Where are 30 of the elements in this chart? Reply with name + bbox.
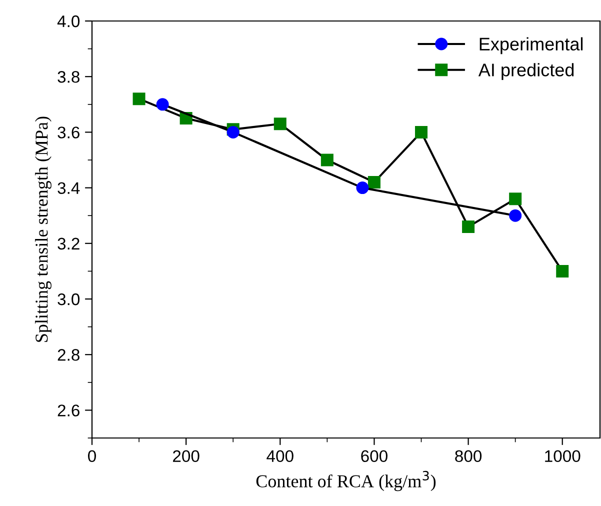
y-tick-label: 2.6 — [58, 404, 80, 416]
x-tick-label: 1000 — [545, 450, 580, 462]
point — [356, 182, 369, 194]
x-tick-label: 0 — [88, 450, 96, 462]
point — [274, 118, 286, 130]
legend-label: Experimental — [480, 37, 583, 54]
point — [509, 209, 522, 222]
y-tick-label: 3.2 — [58, 238, 80, 250]
legend-label: AI predicted — [478, 63, 574, 80]
y-tick-label: 3.0 — [58, 293, 80, 306]
x-tick-label: 600 — [361, 450, 388, 462]
x-tick-label: 800 — [455, 450, 482, 462]
y-tick-label: 3.8 — [58, 71, 80, 83]
point — [509, 192, 522, 206]
point — [156, 98, 169, 111]
point — [556, 264, 569, 278]
point — [226, 126, 240, 138]
y-tick-label: 3.6 — [58, 126, 80, 138]
point — [462, 220, 475, 233]
x-tick-label: 200 — [173, 450, 200, 462]
point — [368, 176, 380, 188]
point — [132, 92, 146, 106]
y-tick-label: 2.8 — [58, 349, 80, 361]
point — [415, 126, 428, 138]
y-tick-label: 4.0 — [57, 15, 80, 28]
x-axis-title: Content of RCA (kg/m$^{3}$) — [256, 470, 436, 492]
y-tick-label: 3.4 — [58, 182, 80, 194]
point — [320, 154, 334, 166]
y-axis-title: Splitting tensile strength (MPa) — [35, 116, 52, 342]
x-tick-label: 400 — [266, 450, 294, 462]
